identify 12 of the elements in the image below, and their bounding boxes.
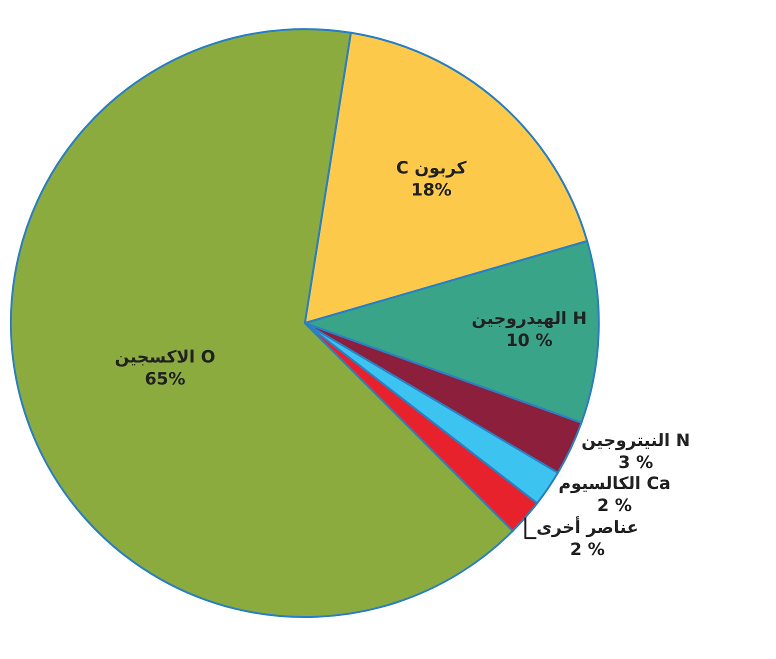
data-label: 3 %	[618, 453, 654, 474]
slice-label: النيتروجين N	[581, 431, 690, 452]
slice-label: الاكسجين O	[114, 347, 216, 368]
data-label: 18%	[411, 180, 452, 201]
data-label: 65%	[144, 370, 186, 390]
slice-label: C كربون	[396, 158, 467, 178]
data-label: 2 %	[597, 496, 632, 516]
slice-label: الكالسيوم Ca	[558, 474, 671, 494]
data-label: 2 %	[570, 540, 605, 560]
slice-label: عناصر أخرى	[536, 516, 638, 538]
data-label: 10 %	[506, 331, 553, 352]
slice-label: الهيدروجين H	[472, 309, 587, 330]
